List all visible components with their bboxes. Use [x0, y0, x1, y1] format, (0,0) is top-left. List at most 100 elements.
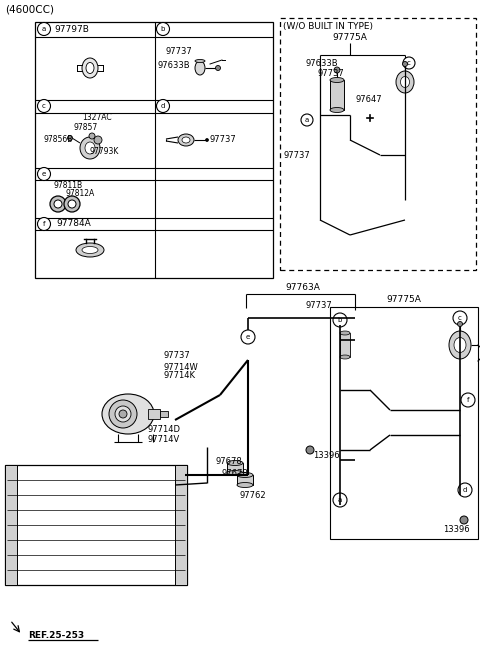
Text: d: d	[161, 103, 165, 109]
Bar	[330, 80, 344, 110]
Text: a: a	[42, 26, 46, 32]
Text: 97714W: 97714W	[163, 363, 198, 371]
Text: 13396: 13396	[313, 451, 340, 461]
Text: 97762: 97762	[240, 491, 266, 499]
Ellipse shape	[449, 331, 471, 359]
Text: e: e	[246, 334, 250, 340]
Text: 97678: 97678	[215, 457, 242, 466]
Ellipse shape	[330, 108, 344, 112]
Text: b: b	[161, 26, 165, 32]
Text: 97811B: 97811B	[53, 182, 82, 190]
Text: 97812A: 97812A	[65, 190, 94, 199]
Text: 97763A: 97763A	[285, 283, 320, 293]
Ellipse shape	[86, 62, 94, 73]
Ellipse shape	[119, 410, 127, 418]
Circle shape	[64, 196, 80, 212]
Circle shape	[334, 67, 340, 73]
Ellipse shape	[102, 394, 154, 434]
Circle shape	[460, 516, 468, 524]
Text: 97775A: 97775A	[386, 295, 421, 304]
Text: 97737: 97737	[318, 70, 345, 79]
Bar	[148, 409, 160, 419]
Text: e: e	[42, 171, 46, 177]
Text: 97793K: 97793K	[90, 148, 120, 157]
Text: 97784A: 97784A	[56, 220, 91, 228]
Circle shape	[37, 22, 50, 35]
Text: 97714K: 97714K	[163, 371, 195, 380]
Text: c: c	[407, 60, 411, 66]
Ellipse shape	[195, 60, 205, 62]
Circle shape	[457, 321, 463, 327]
Circle shape	[37, 218, 50, 230]
Circle shape	[50, 196, 66, 212]
Ellipse shape	[82, 247, 98, 253]
Text: d: d	[463, 487, 467, 493]
Ellipse shape	[195, 61, 205, 75]
Text: 97737: 97737	[165, 47, 192, 56]
Text: 97633B: 97633B	[158, 60, 191, 70]
Text: 97737: 97737	[305, 300, 332, 310]
Text: 97797B: 97797B	[54, 24, 89, 33]
Circle shape	[403, 57, 415, 69]
Ellipse shape	[82, 58, 98, 78]
Bar	[35, 22, 273, 278]
Circle shape	[89, 133, 95, 139]
Circle shape	[458, 483, 472, 497]
Ellipse shape	[400, 77, 409, 87]
Circle shape	[94, 136, 102, 144]
Ellipse shape	[76, 243, 104, 257]
Ellipse shape	[115, 406, 131, 422]
Bar	[340, 333, 350, 357]
Ellipse shape	[237, 472, 253, 478]
Text: 97737: 97737	[163, 350, 190, 359]
Circle shape	[453, 311, 467, 325]
Bar	[280, 18, 476, 270]
Text: 97775A: 97775A	[333, 33, 367, 41]
Bar	[175, 465, 187, 585]
Ellipse shape	[330, 77, 344, 83]
Ellipse shape	[340, 331, 350, 335]
Text: 97714D: 97714D	[148, 426, 181, 434]
Text: 97856B: 97856B	[44, 136, 73, 144]
Circle shape	[156, 22, 169, 35]
Text: 97633B: 97633B	[305, 58, 337, 68]
Text: 97714V: 97714V	[148, 436, 180, 445]
Text: b: b	[338, 317, 342, 323]
Ellipse shape	[227, 470, 243, 476]
Ellipse shape	[237, 483, 253, 487]
Circle shape	[205, 138, 208, 142]
Bar	[330, 307, 478, 539]
Circle shape	[68, 136, 72, 140]
Text: f: f	[467, 397, 469, 403]
Bar	[237, 475, 253, 485]
Ellipse shape	[178, 134, 194, 146]
Circle shape	[216, 66, 220, 70]
Text: f: f	[43, 221, 45, 227]
Bar	[5, 465, 17, 585]
Circle shape	[403, 62, 408, 66]
Text: 97737: 97737	[210, 136, 237, 144]
Text: c: c	[42, 103, 46, 109]
Text: 1327AC: 1327AC	[82, 113, 112, 123]
Circle shape	[333, 313, 347, 327]
Text: 97857: 97857	[73, 123, 97, 131]
Circle shape	[333, 493, 347, 507]
Circle shape	[68, 200, 76, 208]
Text: a: a	[305, 117, 309, 123]
Circle shape	[306, 446, 314, 454]
Circle shape	[37, 100, 50, 112]
Text: 97678: 97678	[222, 470, 249, 478]
Text: 13396: 13396	[443, 525, 469, 535]
Text: 97737: 97737	[283, 150, 310, 159]
Circle shape	[461, 393, 475, 407]
Bar	[160, 411, 168, 417]
Text: (W/O BUILT IN TYPE): (W/O BUILT IN TYPE)	[283, 22, 373, 30]
Ellipse shape	[85, 142, 95, 154]
Ellipse shape	[109, 400, 137, 428]
Ellipse shape	[80, 137, 100, 159]
Text: REF.25-253: REF.25-253	[28, 630, 84, 640]
Circle shape	[241, 330, 255, 344]
Circle shape	[301, 114, 313, 126]
Bar	[227, 463, 243, 473]
Ellipse shape	[227, 461, 243, 466]
